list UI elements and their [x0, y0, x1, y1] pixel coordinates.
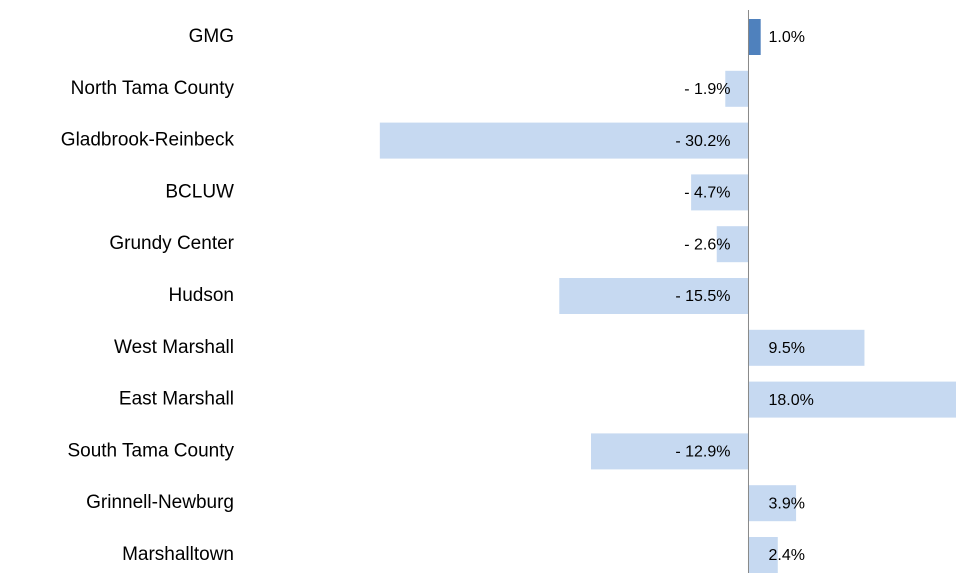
- bar: [716, 226, 749, 263]
- bar: [748, 537, 778, 573]
- category-label: Hudson: [169, 285, 235, 306]
- value-label: - 4.7%: [684, 185, 730, 202]
- category-label: West Marshall: [114, 337, 234, 358]
- bar: [748, 485, 797, 522]
- value-label: - 12.9%: [675, 444, 730, 461]
- value-label: - 15.5%: [675, 288, 730, 305]
- category-label: Gladbrook-Reinbeck: [61, 130, 235, 151]
- value-label: 2.4%: [768, 547, 804, 564]
- value-label: 18.0%: [768, 392, 813, 409]
- value-label: - 1.9%: [684, 81, 730, 98]
- bars: [379, 19, 956, 573]
- bar: [748, 329, 865, 366]
- value-label: 3.9%: [768, 495, 804, 512]
- category-label: Grinnell-Newburg: [86, 492, 234, 513]
- bar: [379, 122, 749, 159]
- value-label: 9.5%: [768, 340, 804, 357]
- bar: [691, 174, 749, 211]
- category-label: GMG: [189, 26, 234, 47]
- category-label: Grundy Center: [109, 233, 234, 254]
- category-label: Marshalltown: [122, 544, 234, 565]
- bar: [748, 381, 956, 418]
- category-label: North Tama County: [71, 78, 235, 99]
- bar: [591, 433, 749, 470]
- category-label: South Tama County: [67, 440, 234, 461]
- category-label: BCLUW: [165, 181, 234, 202]
- value-label: - 2.6%: [684, 236, 730, 253]
- bar: [725, 70, 749, 107]
- category-label: East Marshall: [119, 389, 234, 410]
- value-label: 1.0%: [768, 29, 804, 46]
- bar: [748, 19, 761, 55]
- bar: [559, 278, 749, 314]
- value-label: - 30.2%: [675, 133, 730, 150]
